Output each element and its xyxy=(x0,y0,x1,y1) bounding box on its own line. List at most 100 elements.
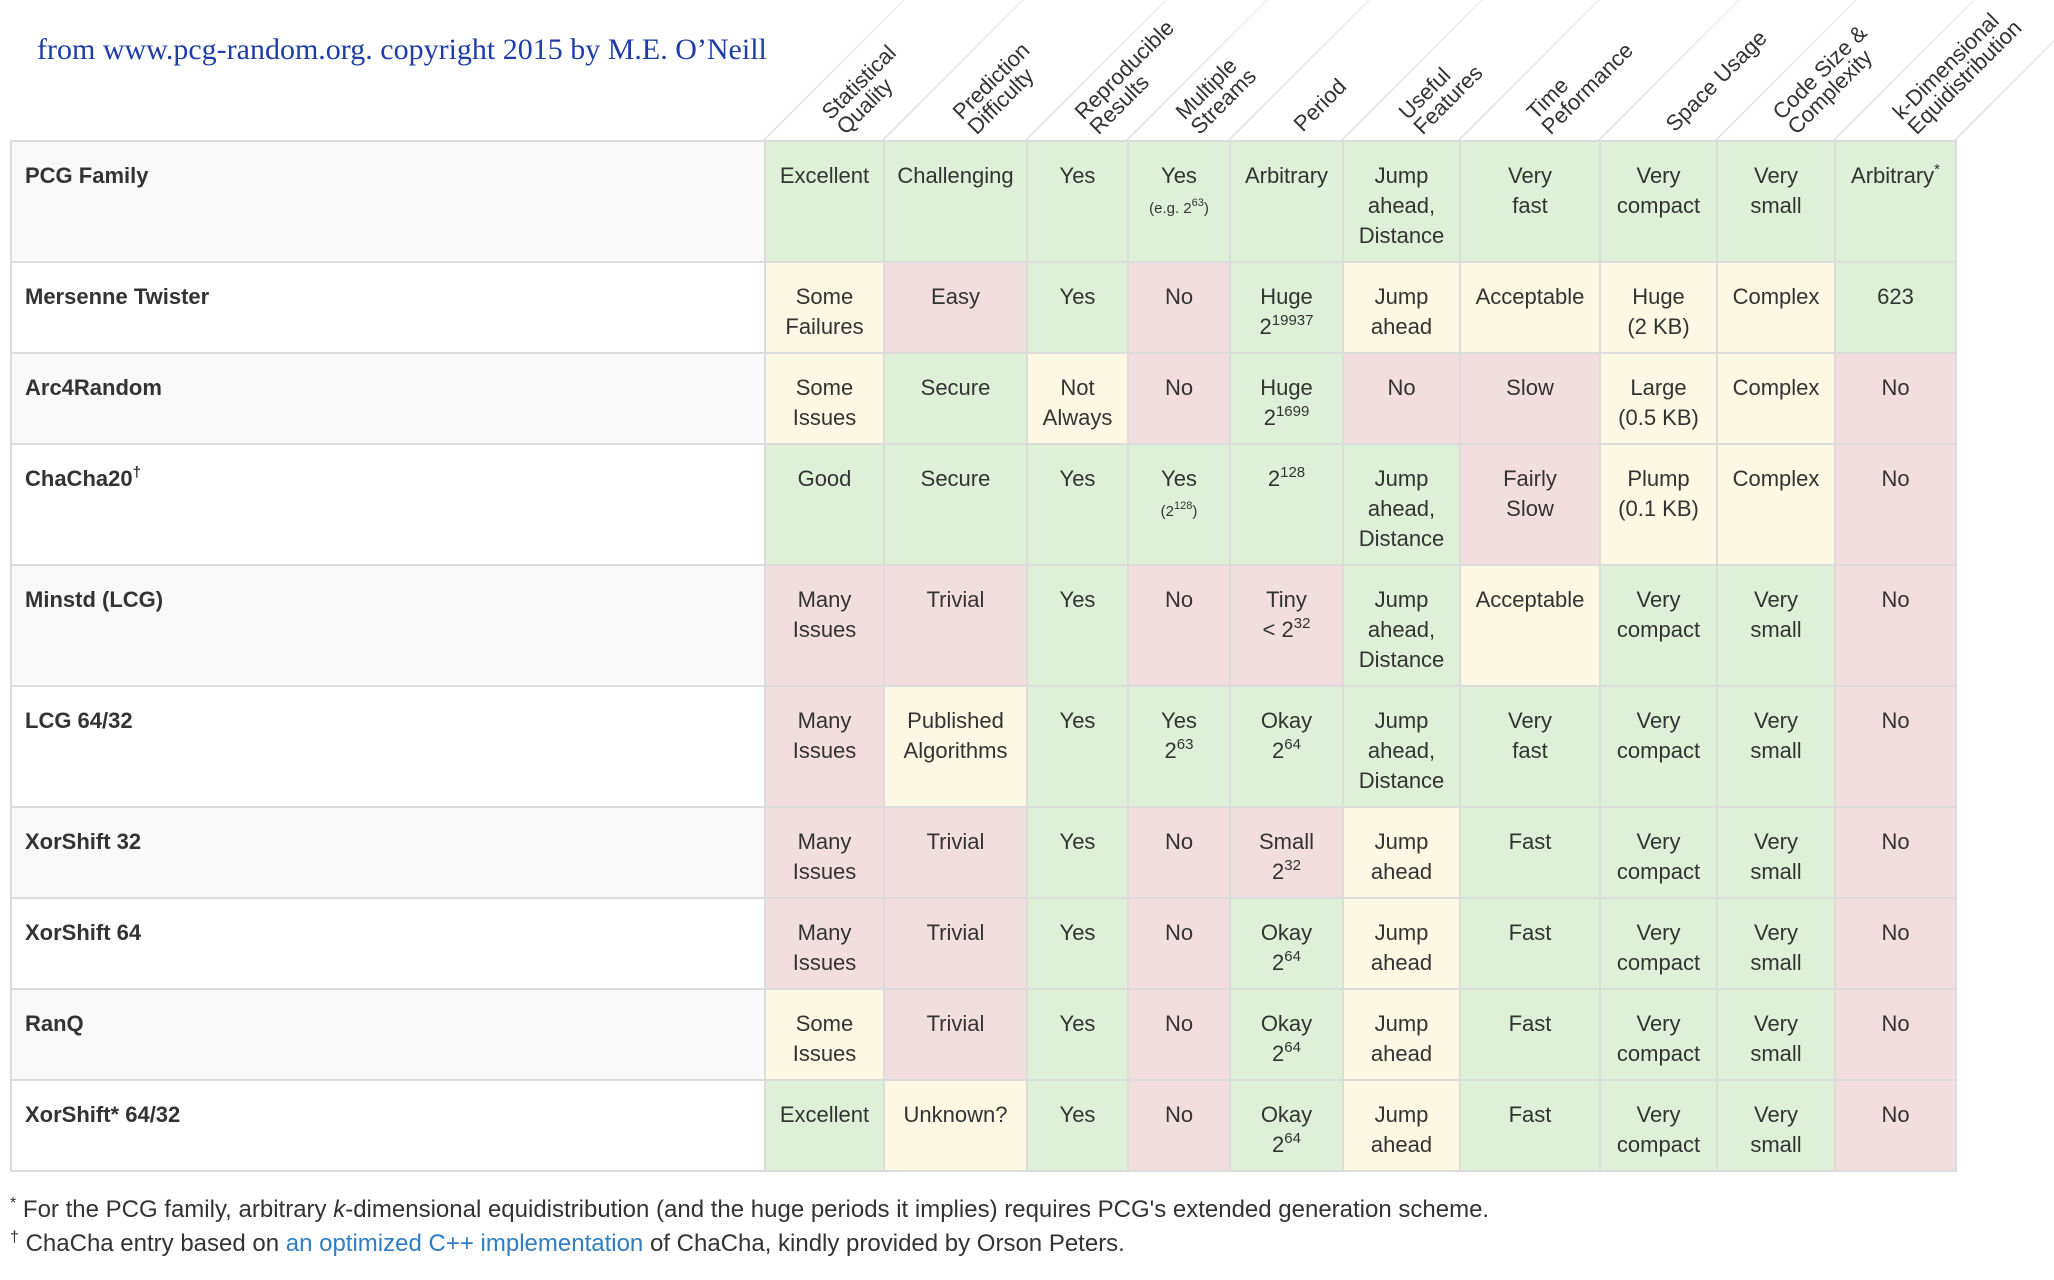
column-header-space-usage: Space Usage xyxy=(1660,25,1772,137)
cell-time-performance: Acceptable xyxy=(1459,564,1601,687)
cell-period: Huge 21699 xyxy=(1229,352,1344,445)
row-label: RanQ xyxy=(10,988,766,1081)
cell-k-dimensional-equidistribution: 623 xyxy=(1834,261,1957,354)
dagger-mark: † xyxy=(10,1229,19,1246)
cell-k-dimensional-equidistribution: No xyxy=(1834,988,1957,1081)
cell-period: Okay 264 xyxy=(1229,685,1344,808)
cell-statistical-quality: Many Issues xyxy=(764,685,885,808)
cell-code-size-complexity: Very small xyxy=(1716,1079,1836,1172)
table-row: PCG Family Excellent Challenging Yes Yes (e.g… xyxy=(10,140,1957,263)
table-row: Arc4Random Some Issues Secure Not Always No Hug… xyxy=(10,352,1957,445)
column-header-k-dimensional-equidistribution: k-Dimensional Equidistribution xyxy=(1887,8,2026,140)
cell-reproducible-results: Yes xyxy=(1026,1079,1129,1172)
cell-reproducible-results: Not Always xyxy=(1026,352,1129,445)
row-label: XorShift* 64/32 xyxy=(10,1079,766,1172)
cell-prediction-difficulty: Secure xyxy=(883,443,1028,566)
table-row: XorShift 64 Many Issues Trivial Yes No Okay 264… xyxy=(10,897,1957,990)
column-header-multiple-streams: Multiple Streams xyxy=(1170,52,1262,140)
cell-period: Arbitrary xyxy=(1229,140,1344,263)
cell-code-size-complexity: Complex xyxy=(1716,352,1836,445)
footnote-dagger: † ChaCha entry based on an optimized C++… xyxy=(10,1229,1125,1258)
table-row: Minstd (LCG) Many Issues Trivial Yes No Tiny < … xyxy=(10,564,1957,687)
cell-statistical-quality: Some Failures xyxy=(764,261,885,354)
cell-space-usage: Huge (2 KB) xyxy=(1599,261,1718,354)
column-header-code-size-complexity: Code Size & Complexity xyxy=(1767,20,1878,140)
chacha-implementation-link[interactable]: an optimized C++ implementation xyxy=(285,1230,644,1257)
cell-period: Okay 264 xyxy=(1229,1079,1344,1172)
cell-period: Small 232 xyxy=(1229,806,1344,899)
cell-multiple-streams: No xyxy=(1127,897,1231,990)
cell-code-size-complexity: Very small xyxy=(1716,140,1836,263)
cell-reproducible-results: Yes xyxy=(1026,988,1129,1081)
cell-k-dimensional-equidistribution: No xyxy=(1834,685,1957,808)
row-label: LCG 64/32 xyxy=(10,685,766,808)
cell-reproducible-results: Yes xyxy=(1026,685,1129,808)
cell-code-size-complexity: Very small xyxy=(1716,806,1836,899)
cell-code-size-complexity: Very small xyxy=(1716,988,1836,1081)
cell-space-usage: Very compact xyxy=(1599,1079,1718,1172)
cell-prediction-difficulty: Trivial xyxy=(883,806,1028,899)
cell-period: Huge 219937 xyxy=(1229,261,1344,354)
cell-time-performance: Fairly Slow xyxy=(1459,443,1601,566)
cell-useful-features: No xyxy=(1342,352,1461,445)
comparison-table: PCG Family Excellent Challenging Yes Yes (e.g… xyxy=(10,140,1957,1172)
cell-reproducible-results: Yes xyxy=(1026,564,1129,687)
cell-period: 2128 xyxy=(1229,443,1344,566)
cell-code-size-complexity: Very small xyxy=(1716,564,1836,687)
asterisk-mark: * xyxy=(10,1195,17,1212)
cell-multiple-streams: No xyxy=(1127,988,1231,1081)
cell-multiple-streams: No xyxy=(1127,1079,1231,1172)
cell-statistical-quality: Some Issues xyxy=(764,988,885,1081)
row-label: Mersenne Twister xyxy=(10,261,766,354)
cell-multiple-streams: No xyxy=(1127,352,1231,445)
cell-statistical-quality: Many Issues xyxy=(764,806,885,899)
cell-time-performance: Very fast xyxy=(1459,685,1601,808)
cell-reproducible-results: Yes xyxy=(1026,443,1129,566)
column-header-prediction-difficulty: Prediction Difficulty xyxy=(947,37,1039,140)
cell-useful-features: Jump ahead, Distance xyxy=(1342,443,1461,566)
cell-time-performance: Fast xyxy=(1459,897,1601,990)
cell-time-performance: Very fast xyxy=(1459,140,1601,263)
cell-k-dimensional-equidistribution: No xyxy=(1834,352,1957,445)
cell-code-size-complexity: Very small xyxy=(1716,685,1836,808)
cell-period: Okay 264 xyxy=(1229,988,1344,1081)
table-row: XorShift* 64/32 Excellent Unknown? Yes No Oka… xyxy=(10,1079,1957,1172)
cell-prediction-difficulty: Challenging xyxy=(883,140,1028,263)
cell-statistical-quality: Excellent xyxy=(764,140,885,263)
cell-multiple-streams: Yes 263 xyxy=(1127,685,1231,808)
cell-space-usage: Very compact xyxy=(1599,897,1718,990)
table-row: ChaCha20† Good Secure Yes Yes (2128) 2128 Jump a… xyxy=(10,443,1957,566)
cell-code-size-complexity: Complex xyxy=(1716,261,1836,354)
table-row: LCG 64/32 Many Issues Published Algorithms Ye… xyxy=(10,685,1957,808)
cell-multiple-streams: No xyxy=(1127,564,1231,687)
table-row: Mersenne Twister Some Failures Easy Yes No Hug… xyxy=(10,261,1957,354)
cell-useful-features: Jump ahead xyxy=(1342,1079,1461,1172)
cell-prediction-difficulty: Unknown? xyxy=(883,1079,1028,1172)
cell-time-performance: Acceptable xyxy=(1459,261,1601,354)
cell-space-usage: Very compact xyxy=(1599,140,1718,263)
cell-reproducible-results: Yes xyxy=(1026,140,1129,263)
cell-useful-features: Jump ahead xyxy=(1342,988,1461,1081)
footnotes: * For the PCG family, arbitrary k-dimens… xyxy=(10,1193,1489,1261)
cell-useful-features: Jump ahead, Distance xyxy=(1342,140,1461,263)
cell-time-performance: Fast xyxy=(1459,806,1601,899)
cell-useful-features: Jump ahead, Distance xyxy=(1342,685,1461,808)
cell-useful-features: Jump ahead xyxy=(1342,261,1461,354)
cell-useful-features: Jump ahead xyxy=(1342,897,1461,990)
cell-k-dimensional-equidistribution: No xyxy=(1834,564,1957,687)
copyright-credit: from www.pcg-random.org. copyright 2015 … xyxy=(37,33,767,66)
column-header-period: Period xyxy=(1288,73,1351,137)
cell-k-dimensional-equidistribution: No xyxy=(1834,443,1957,566)
cell-multiple-streams: No xyxy=(1127,806,1231,899)
column-header-useful-features: Useful Features xyxy=(1393,60,1488,140)
cell-multiple-streams: Yes (2128) xyxy=(1127,443,1231,566)
cell-statistical-quality: Many Issues xyxy=(764,564,885,687)
cell-space-usage: Very compact xyxy=(1599,685,1718,808)
cell-k-dimensional-equidistribution: No xyxy=(1834,1079,1957,1172)
cell-prediction-difficulty: Published Algorithms xyxy=(883,685,1028,808)
cell-time-performance: Fast xyxy=(1459,988,1601,1081)
table-row: RanQ Some Issues Trivial Yes No Okay 264 Jump ahe… xyxy=(10,988,1957,1081)
cell-code-size-complexity: Very small xyxy=(1716,897,1836,990)
cell-code-size-complexity: Complex xyxy=(1716,443,1836,566)
cell-space-usage: Very compact xyxy=(1599,988,1718,1081)
